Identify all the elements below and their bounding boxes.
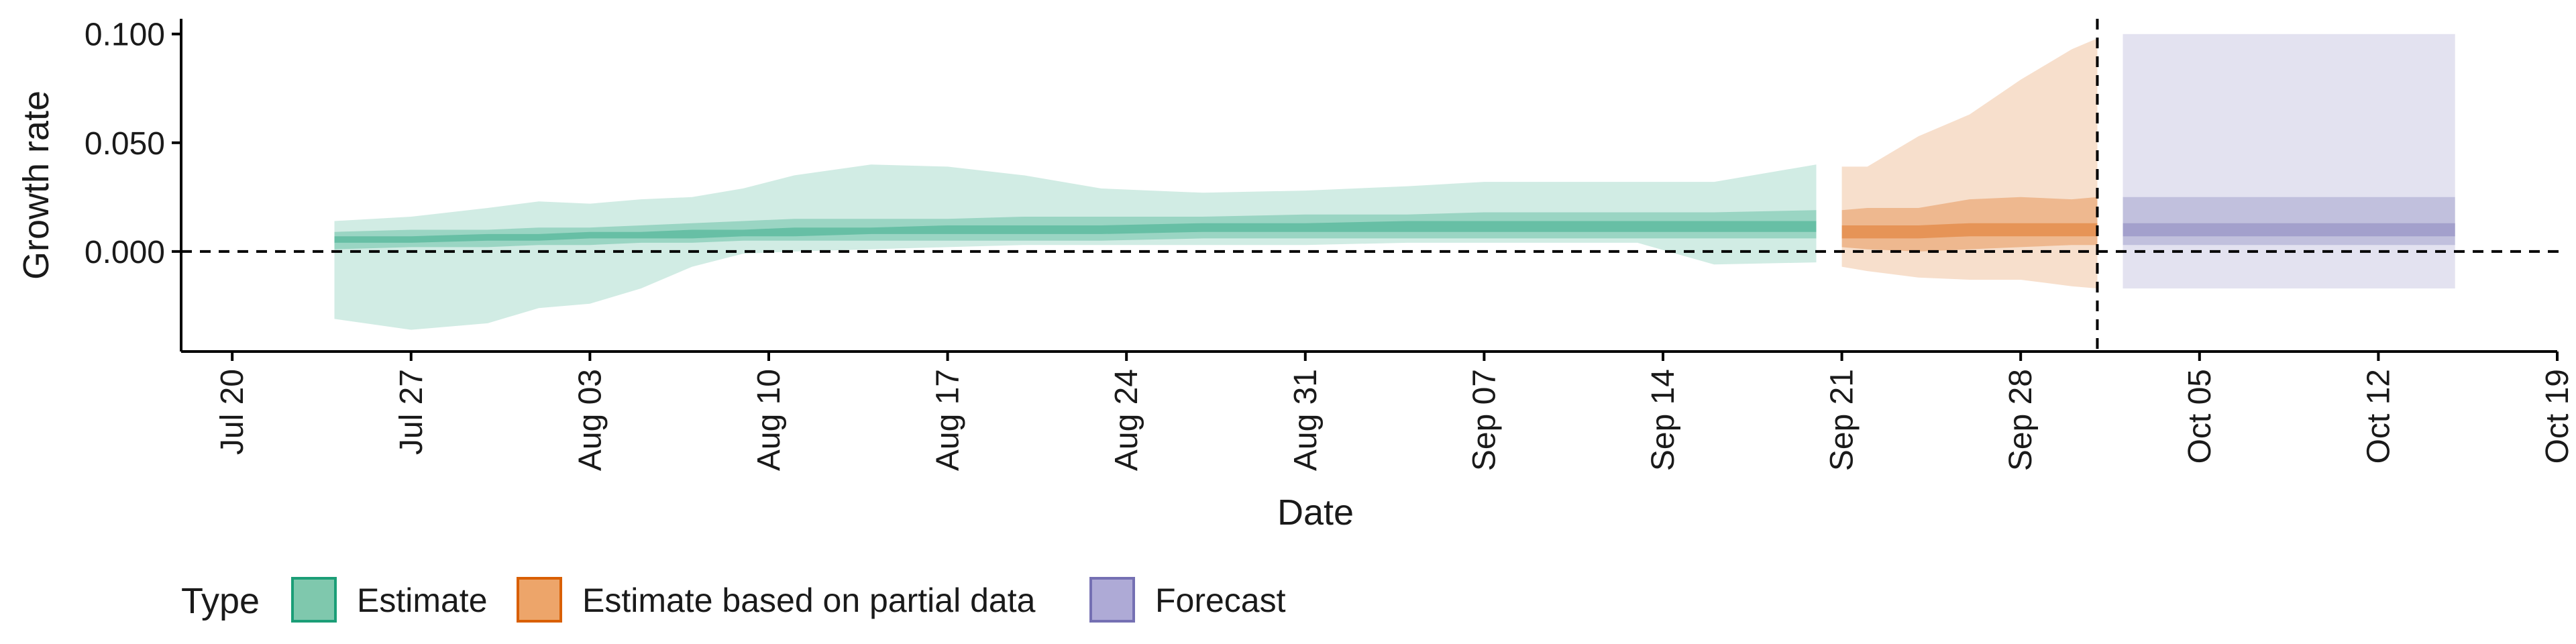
band-type2-level0 [2123,34,2455,288]
legend-key [517,577,562,623]
bands-layer [334,34,2455,330]
x-tick-label: Oct 12 [2361,369,2396,464]
axes: 0.000 0.050 0.100 Jul 20 Jul 27 Aug 03 Aug 10 A… [85,17,2575,471]
y-tick-label: 0.050 [85,126,165,162]
x-tick-label: Oct 05 [2182,369,2218,464]
band-type1-level1 [1841,197,2098,252]
x-tick-label: Sep 14 [1646,369,1681,471]
band-type2-level1 [2123,197,2455,246]
legend-label: Estimate [357,582,488,619]
band-type0-level1 [334,210,1817,250]
legend-label: Estimate based on partial data [582,582,1036,619]
x-tick-label: Aug 10 [751,369,787,471]
band-type1-level0 [1841,38,2098,288]
y-axis-title: Growth rate [16,91,56,280]
x-tick-label: Oct 19 [2540,369,2575,464]
x-tick-label: Sep 28 [2003,369,2039,471]
x-tick-label: Sep 21 [1825,369,1860,471]
x-tick-label: Jul 27 [394,369,429,455]
reference-lines [181,19,2564,352]
band-type0-level0 [334,164,1817,330]
legend-title: Type [181,581,260,621]
legend-label: Forecast [1155,582,1286,619]
x-axis-title: Date [1277,492,1354,533]
x-tick-label: Sep 07 [1466,369,1502,471]
legend: Type Estimate Estimate based on partial d… [181,577,1286,623]
x-tick-label: Jul 20 [215,369,250,455]
x-tick-label: Aug 31 [1288,369,1324,471]
band-type0-level2 [334,221,1817,243]
y-tick-label: 0.100 [85,17,165,53]
y-tick-label: 0.000 [85,235,165,270]
x-tick-label: Aug 17 [930,369,966,471]
band-type1-level2 [1841,223,2098,239]
band-type2-level2 [2123,223,2455,237]
legend-key [291,577,337,623]
legend-key [1089,577,1135,623]
x-tick-label: Aug 03 [572,369,608,471]
x-tick-label: Aug 24 [1109,369,1144,471]
